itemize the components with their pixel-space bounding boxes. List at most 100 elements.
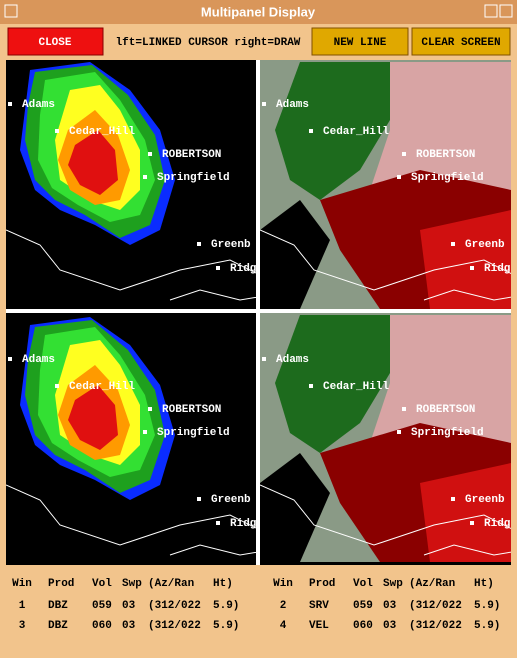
table-header: Ht) <box>213 578 233 590</box>
city-label: Cedar_Hill <box>69 126 135 138</box>
boundary-line <box>260 229 511 291</box>
city-label: ROBERTSON <box>162 149 221 161</box>
city-label: Adams <box>276 354 309 366</box>
city-label: Cedar_Hill <box>323 126 389 138</box>
table-cell: 2 <box>280 600 287 612</box>
city-marker <box>148 407 152 411</box>
panel-labels: Adams Cedar_Hill ROBERTSON Springfield Green… <box>260 99 511 301</box>
boundary-line <box>6 484 256 546</box>
city-marker <box>470 521 474 525</box>
table-header: Vol <box>353 578 373 590</box>
boundary-line <box>6 229 256 291</box>
table-header: Prod <box>48 578 74 590</box>
table-cell: 059 <box>92 600 112 612</box>
city-label: Ridg <box>484 518 510 530</box>
city-marker <box>397 175 401 179</box>
city-marker <box>55 384 59 388</box>
table-cell: (312/022 <box>148 620 201 632</box>
city-label: Springfield <box>411 172 484 184</box>
city-marker <box>402 407 406 411</box>
city-label: Springfield <box>411 427 484 439</box>
table-cell: DBZ <box>48 600 68 612</box>
city-marker <box>451 497 455 501</box>
table-cell: 5.9) <box>213 600 239 612</box>
table-cell: 060 <box>353 620 373 632</box>
city-label: ROBERTSON <box>416 149 475 161</box>
table-cell: 060 <box>92 620 112 632</box>
table-cell: VEL <box>309 620 329 632</box>
maximize-button[interactable] <box>499 4 513 18</box>
city-marker <box>309 129 313 133</box>
boundary-line <box>260 484 511 546</box>
boundary-line <box>169 544 256 556</box>
city-marker <box>262 102 266 106</box>
table-header: Swp <box>383 578 403 590</box>
table-header: Vol <box>92 578 112 590</box>
city-marker <box>451 242 455 246</box>
boundary-line <box>169 289 256 301</box>
city-marker <box>216 266 220 270</box>
boundary-line <box>423 544 511 556</box>
city-label: Springfield <box>157 427 230 439</box>
table-header: Ht) <box>474 578 494 590</box>
table-cell: 03 <box>122 600 136 612</box>
city-marker <box>402 152 406 156</box>
city-marker <box>197 497 201 501</box>
table-cell: (312/022 <box>409 600 462 612</box>
city-marker <box>309 384 313 388</box>
boundary-line <box>423 289 511 301</box>
table-cell: 4 <box>280 620 287 632</box>
window-title: Multipanel Display <box>201 4 316 19</box>
city-label: Greenb <box>211 239 251 251</box>
city-label: Ridg <box>230 263 256 275</box>
city-label: Adams <box>22 99 55 111</box>
city-marker <box>8 357 12 361</box>
hint-text: lft=LINKED CURSOR right=DRAW <box>116 37 301 49</box>
close-button[interactable] <box>7 27 104 56</box>
panel-2-image <box>260 60 511 309</box>
minimize-button[interactable] <box>484 4 498 18</box>
panel-labels: Adams Cedar_Hill ROBERTSON Springfield Green… <box>6 354 256 556</box>
table-cell: 1 <box>19 600 26 612</box>
city-marker <box>148 152 152 156</box>
city-label: Cedar_Hill <box>323 381 389 393</box>
table-header: Win <box>273 578 293 590</box>
table-cell: (312/022 <box>409 620 462 632</box>
table-cell: 3 <box>19 620 26 632</box>
panel-labels: Adams Cedar_Hill ROBERTSON Springfield Green… <box>6 99 256 301</box>
city-marker <box>216 521 220 525</box>
city-marker <box>470 266 474 270</box>
city-label: Ridg <box>230 518 256 530</box>
new-line-button[interactable] <box>311 27 409 56</box>
clear-screen-button-label[interactable]: CLEAR SCREEN <box>421 37 500 49</box>
table-cell: 5.9) <box>474 620 500 632</box>
city-label: ROBERTSON <box>416 404 475 416</box>
city-label: ROBERTSON <box>162 404 221 416</box>
table-header: (Az/Ran <box>409 578 455 590</box>
clear-screen-button[interactable] <box>411 27 511 56</box>
city-marker <box>143 175 147 179</box>
new-line-button-label[interactable]: NEW LINE <box>334 37 387 49</box>
table-header: Swp <box>122 578 142 590</box>
table-cell: 5.9) <box>474 600 500 612</box>
table-cell: 5.9) <box>213 620 239 632</box>
close-button-label[interactable]: CLOSE <box>38 37 71 49</box>
table-cell: SRV <box>309 600 329 612</box>
city-label: Greenb <box>465 239 505 251</box>
table-cell: (312/022 <box>148 600 201 612</box>
table-cell: DBZ <box>48 620 68 632</box>
city-marker <box>262 357 266 361</box>
city-marker <box>143 430 147 434</box>
city-marker <box>8 102 12 106</box>
table-header: (Az/Ran <box>148 578 194 590</box>
table-cell: 059 <box>353 600 373 612</box>
title-bar <box>0 0 517 24</box>
table-cell: 03 <box>383 620 397 632</box>
city-marker <box>55 129 59 133</box>
city-label: Greenb <box>465 494 505 506</box>
window-menu-button[interactable] <box>4 4 18 18</box>
panel-labels: Adams Cedar_Hill ROBERTSON Springfield Green… <box>260 354 511 556</box>
city-label: Ridg <box>484 263 510 275</box>
city-label: Cedar_Hill <box>69 381 135 393</box>
